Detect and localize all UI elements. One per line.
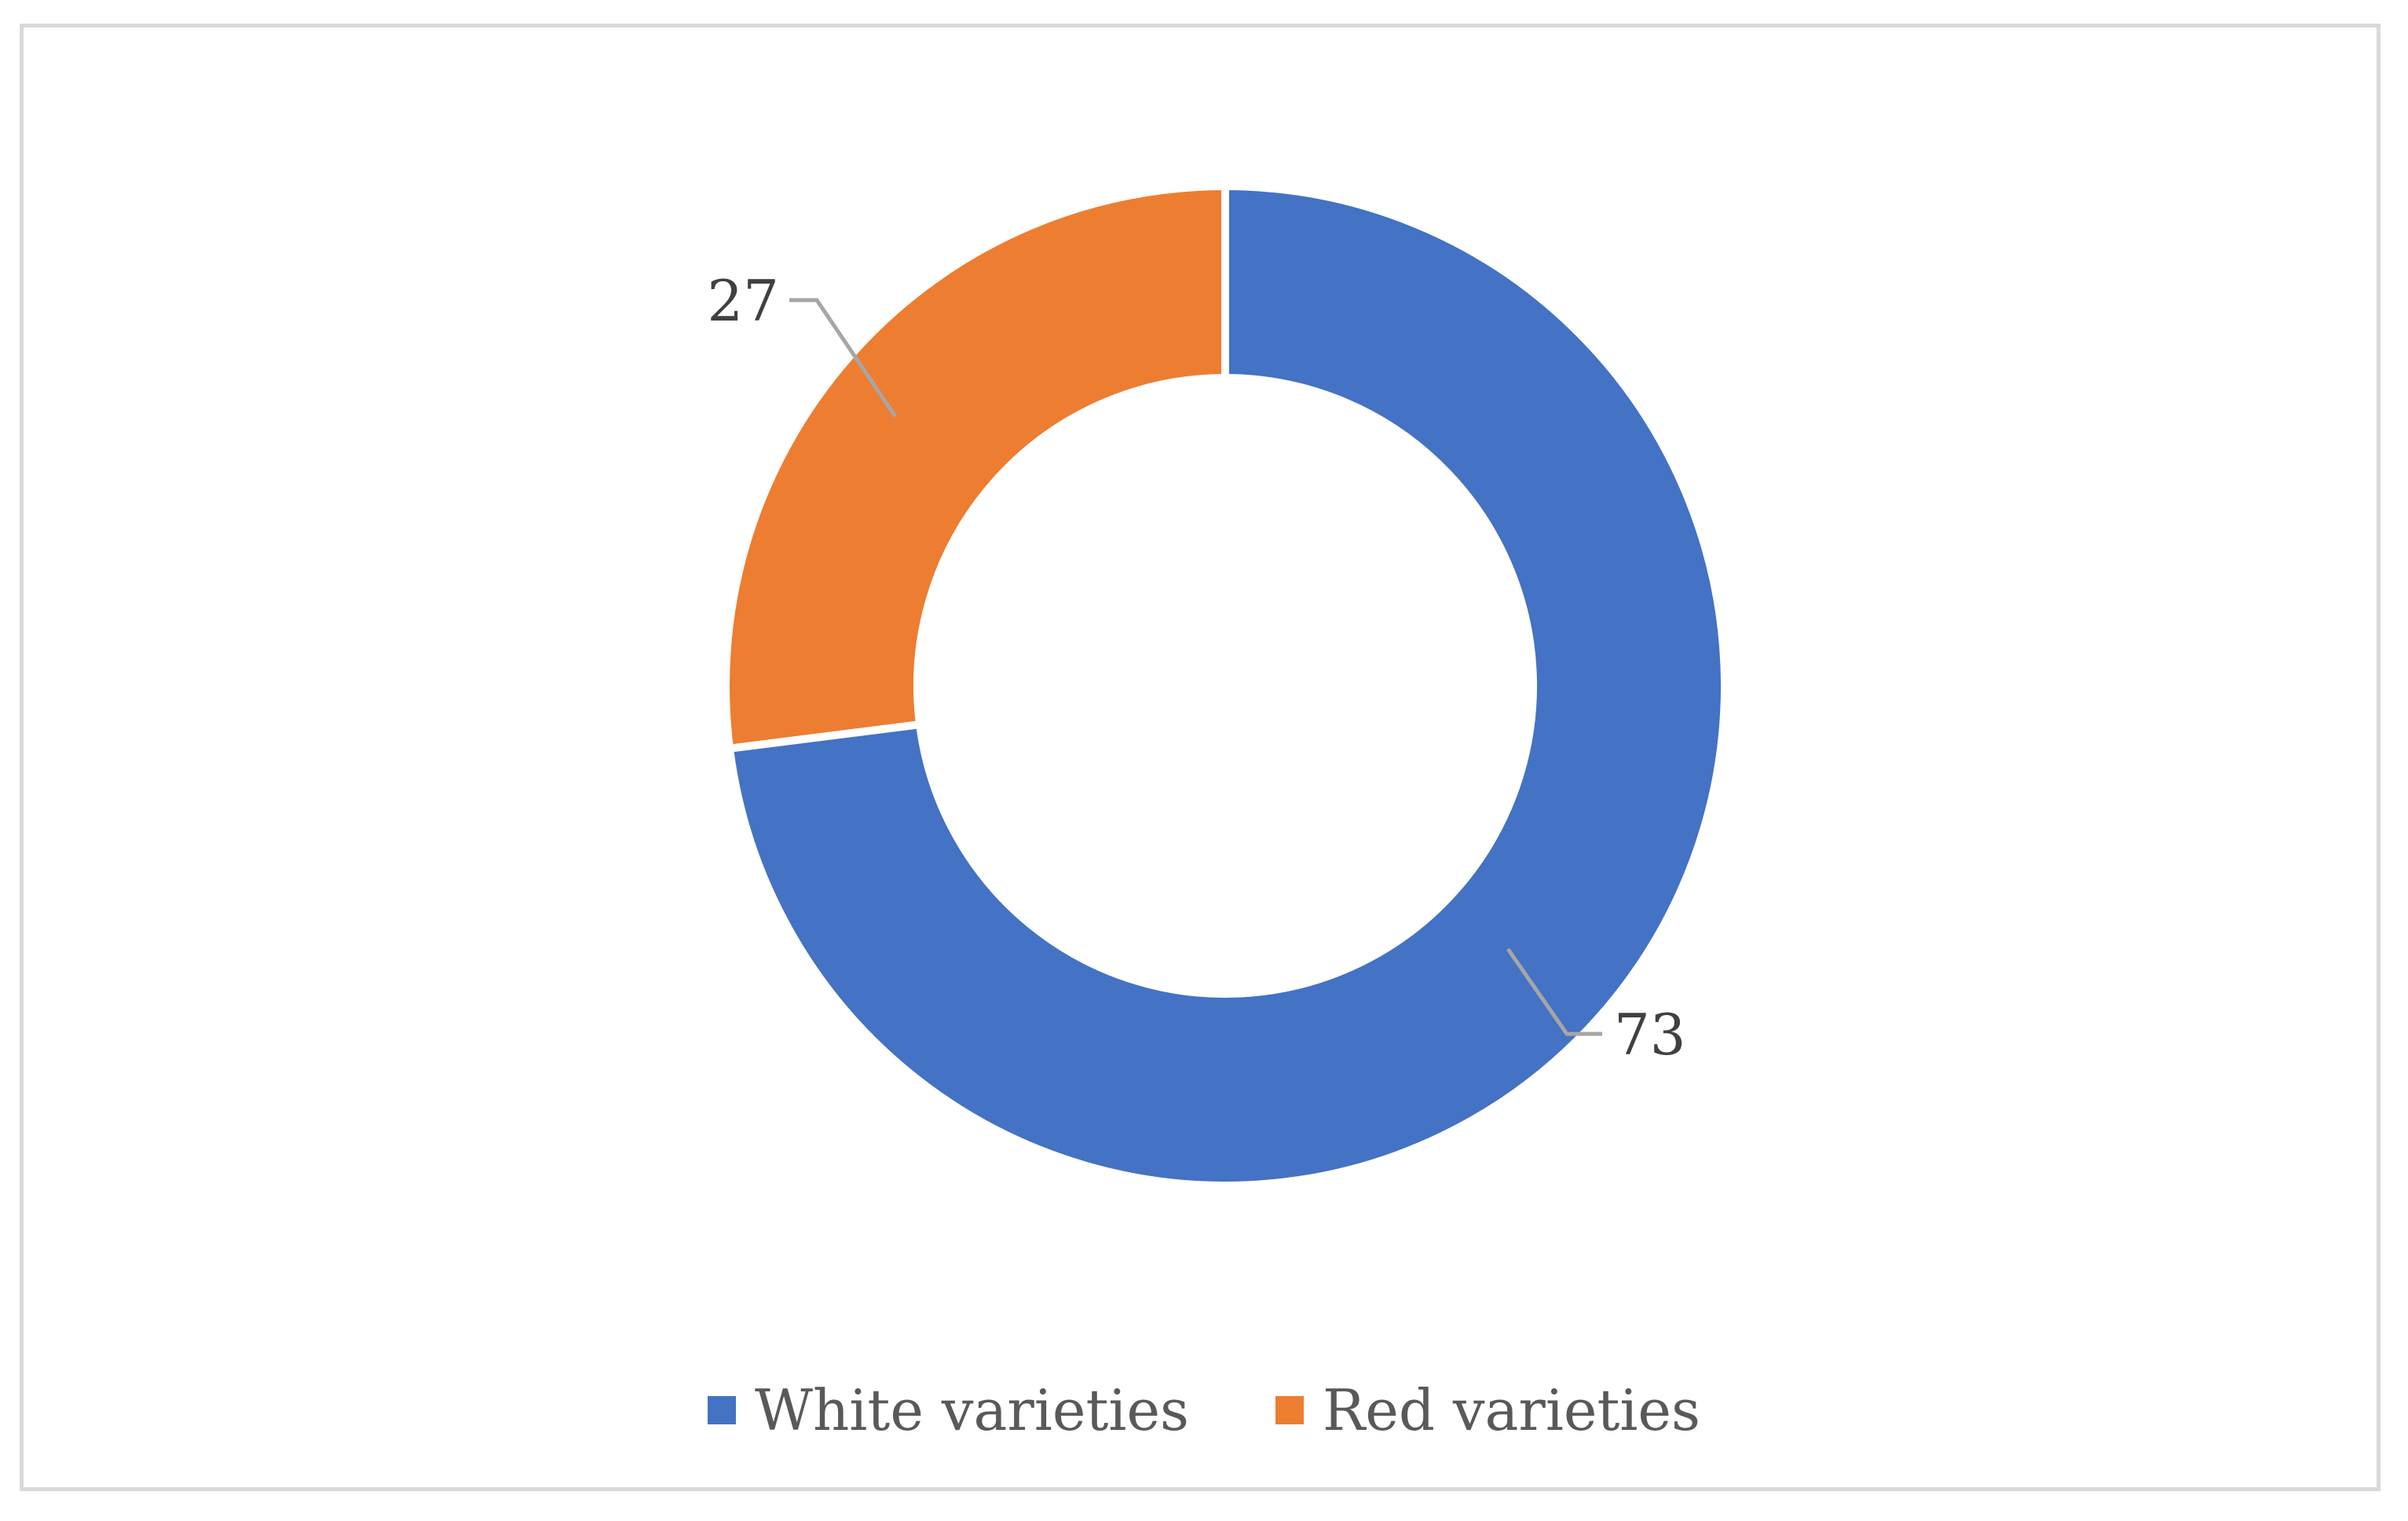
legend-item-red-varieties[interactable]: Red varieties	[1275, 1382, 1700, 1439]
legend: White varieties Red varieties	[0, 1375, 2408, 1446]
data-label-red-varieties: 27	[707, 268, 779, 334]
leader-line-white-varieties	[1506, 947, 1602, 1036]
data-label-white-varieties: 73	[1614, 1002, 1686, 1068]
slices-group	[722, 181, 1729, 1189]
slice-red-varieties[interactable]	[722, 181, 1229, 753]
legend-item-white-varieties[interactable]: White varieties	[708, 1382, 1189, 1439]
legend-swatch-red-varieties	[1275, 1396, 1305, 1424]
legend-label-white-varieties: White varieties	[755, 1377, 1190, 1443]
legend-label-red-varieties: Red varieties	[1323, 1377, 1700, 1443]
leader-line-red-varieties	[789, 298, 898, 418]
slice-white-varieties[interactable]	[725, 181, 1729, 1189]
legend-swatch-white-varieties	[708, 1396, 736, 1424]
data-labels-group: 73 27	[707, 268, 1685, 1068]
leader-lines-group	[789, 298, 1602, 1036]
